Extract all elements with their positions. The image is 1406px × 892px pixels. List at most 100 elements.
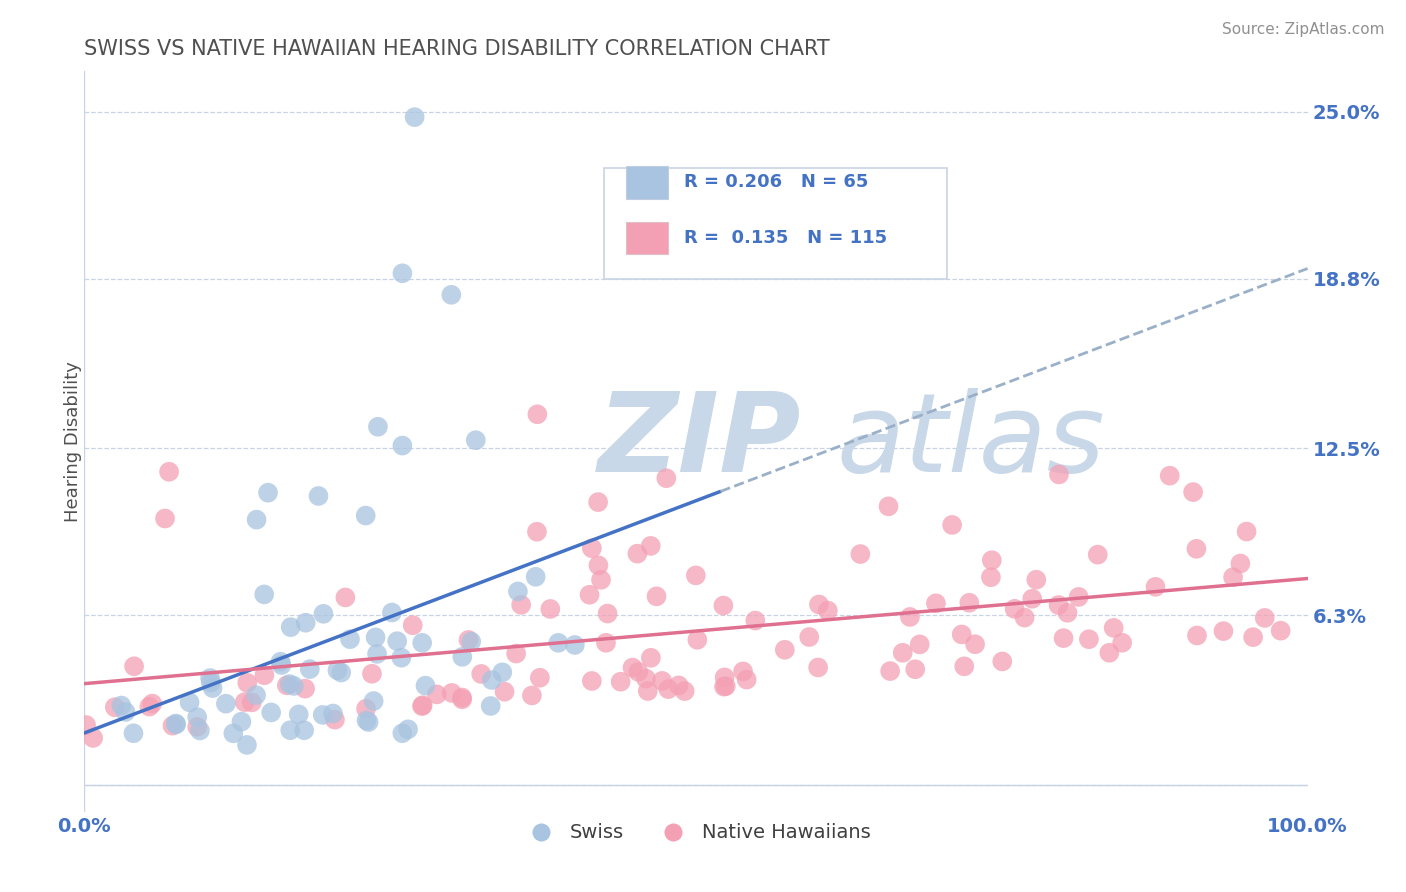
Point	[363, 694, 385, 708]
Point	[278, 677, 301, 691]
Text: SWISS VS NATIVE HAWAIIAN HEARING DISABILITY CORRELATION CHART: SWISS VS NATIVE HAWAIIAN HEARING DISABIL…	[84, 38, 830, 59]
Point	[339, 632, 361, 647]
Point	[807, 660, 830, 674]
Point	[1052, 631, 1074, 645]
Point	[925, 596, 948, 610]
Point	[361, 666, 384, 681]
Point	[354, 508, 377, 523]
Point	[1047, 598, 1070, 612]
Point	[283, 679, 305, 693]
Point	[849, 547, 872, 561]
Text: ZIP: ZIP	[598, 388, 801, 495]
Point	[245, 688, 267, 702]
Point	[1014, 610, 1036, 624]
Point	[950, 627, 973, 641]
Point	[1004, 602, 1026, 616]
Point	[354, 702, 377, 716]
Point	[735, 673, 758, 687]
Point	[460, 634, 482, 648]
Point	[411, 636, 433, 650]
Point	[655, 471, 678, 485]
Point	[904, 662, 927, 676]
Point	[505, 647, 527, 661]
Point	[1185, 541, 1208, 556]
Point	[1241, 630, 1264, 644]
Point	[657, 682, 679, 697]
Point	[596, 607, 619, 621]
Point	[236, 738, 259, 752]
Point	[714, 679, 737, 693]
Point	[200, 675, 222, 690]
Point	[122, 659, 145, 673]
Point	[322, 706, 344, 721]
Point	[711, 599, 734, 613]
Text: R = 0.206   N = 65: R = 0.206 N = 65	[683, 173, 868, 192]
Point	[547, 636, 569, 650]
Point	[312, 707, 335, 722]
Point	[270, 658, 292, 673]
Point	[114, 705, 136, 719]
Point	[673, 684, 696, 698]
Point	[440, 288, 463, 302]
Point	[330, 665, 353, 680]
Point	[686, 632, 709, 647]
Point	[391, 439, 413, 453]
Point	[1067, 590, 1090, 604]
Point	[162, 719, 184, 733]
Point	[634, 672, 657, 686]
Point	[491, 665, 513, 680]
Point	[744, 614, 766, 628]
Point	[298, 662, 321, 676]
Point	[991, 655, 1014, 669]
Point	[481, 673, 503, 687]
Point	[391, 726, 413, 740]
Point	[233, 695, 256, 709]
Point	[538, 602, 561, 616]
Point	[308, 489, 330, 503]
Point	[609, 674, 631, 689]
Point	[564, 638, 586, 652]
Text: R =  0.135   N = 115: R = 0.135 N = 115	[683, 229, 887, 247]
Text: Source: ZipAtlas.com: Source: ZipAtlas.com	[1222, 22, 1385, 37]
Point	[260, 706, 283, 720]
Point	[186, 710, 208, 724]
Point	[451, 649, 474, 664]
Point	[980, 570, 1002, 584]
Point	[685, 568, 707, 582]
FancyBboxPatch shape	[626, 221, 668, 254]
Point	[294, 681, 316, 696]
Point	[1111, 636, 1133, 650]
Point	[506, 584, 529, 599]
Point	[412, 698, 434, 713]
Point	[953, 659, 976, 673]
Point	[104, 700, 127, 714]
Point	[1098, 646, 1121, 660]
Point	[957, 596, 980, 610]
Point	[595, 636, 617, 650]
Point	[464, 433, 486, 447]
Point	[253, 668, 276, 682]
Point	[879, 664, 901, 678]
Point	[335, 591, 357, 605]
Point	[396, 723, 419, 737]
Point	[364, 631, 387, 645]
Point	[645, 590, 668, 604]
Point	[75, 718, 97, 732]
Point	[280, 620, 302, 634]
Point	[1236, 524, 1258, 539]
Point	[1025, 573, 1047, 587]
Point	[138, 699, 160, 714]
Point	[82, 731, 104, 745]
Point	[965, 637, 987, 651]
Point	[1077, 632, 1099, 647]
Text: atlas: atlas	[837, 388, 1105, 495]
Point	[799, 630, 821, 644]
Point	[186, 720, 208, 734]
Point	[312, 607, 335, 621]
Point	[1087, 548, 1109, 562]
Point	[524, 570, 547, 584]
Point	[980, 553, 1002, 567]
Point	[257, 485, 280, 500]
Point	[908, 637, 931, 651]
Point	[381, 606, 404, 620]
